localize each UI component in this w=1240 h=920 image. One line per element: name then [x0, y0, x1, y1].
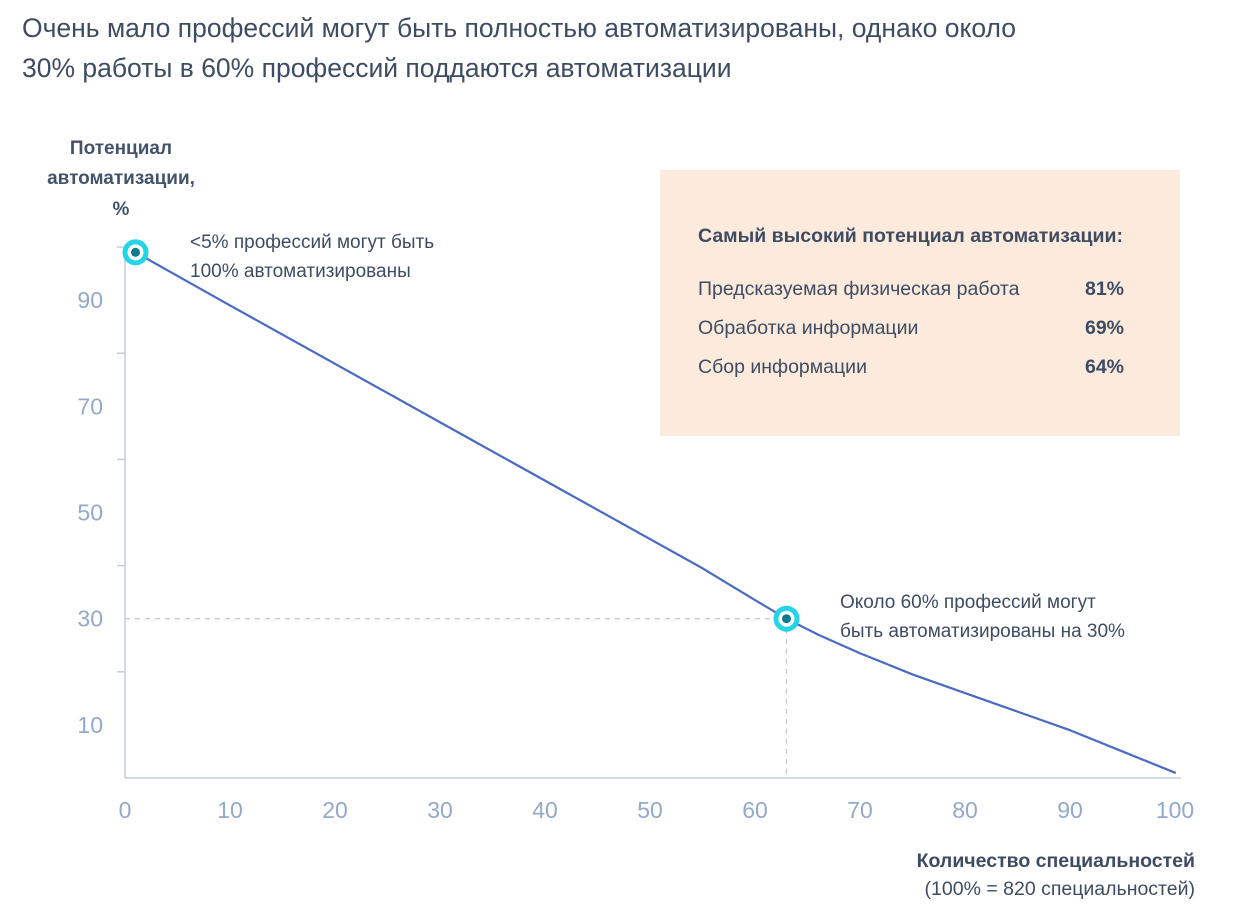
x-tick-label: 10	[217, 797, 243, 823]
callout-row: Предсказуемая физическая работа 81%	[698, 276, 1124, 302]
callout-row: Обработка информации 69%	[698, 315, 1124, 341]
annotation-fully-automatable: <5% профессий могут быть 100% автоматизи…	[190, 232, 435, 283]
annotation-60-percent-occupations: Около 60% профессий могут быть автоматиз…	[840, 592, 1125, 643]
x-tick-label: 80	[952, 797, 978, 823]
page-title: Очень мало профессий могут быть полность…	[22, 13, 1017, 84]
y-tick-label: 30	[77, 606, 103, 632]
callout-title: Самый высокий потенциал автоматизации:	[698, 225, 1124, 247]
callout-row-label: Обработка информации	[698, 317, 919, 339]
x-tick-label: 40	[532, 797, 558, 823]
x-tick-label: 60	[742, 797, 768, 823]
callout-row-label: Сбор информации	[698, 356, 867, 378]
x-tick-label: 0	[119, 797, 132, 823]
x-axis-note: (100% = 820 специальностей)	[924, 878, 1195, 900]
x-tick-label: 100	[1156, 797, 1194, 823]
y-tick-label: 70	[77, 393, 103, 419]
callout-row-label: Предсказуемая физическая работа	[698, 278, 1020, 300]
callout-row-value: 69%	[1084, 317, 1124, 339]
y-tick-label: 10	[77, 712, 103, 738]
x-tick-label: 30	[427, 797, 453, 823]
callout-row-value: 81%	[1084, 278, 1124, 300]
callout-row: Сбор информации 64%	[698, 354, 1124, 380]
x-tick-label: 70	[847, 797, 873, 823]
y-tick-label: 90	[77, 287, 103, 313]
y-tick-label: 50	[77, 500, 103, 526]
x-tick-label: 90	[1057, 797, 1083, 823]
x-axis-label: Количество специальностей	[916, 850, 1195, 872]
x-tick-label: 20	[322, 797, 348, 823]
data-point-marker-center	[782, 614, 791, 624]
y-axis-label: Потенциал автоматизации, %	[47, 138, 195, 220]
data-point-marker-center	[131, 247, 140, 257]
callout-row-value: 64%	[1084, 356, 1124, 378]
x-tick-label: 50	[637, 797, 663, 823]
callout-highest-potential: Самый высокий потенциал автоматизации: П…	[660, 170, 1180, 436]
